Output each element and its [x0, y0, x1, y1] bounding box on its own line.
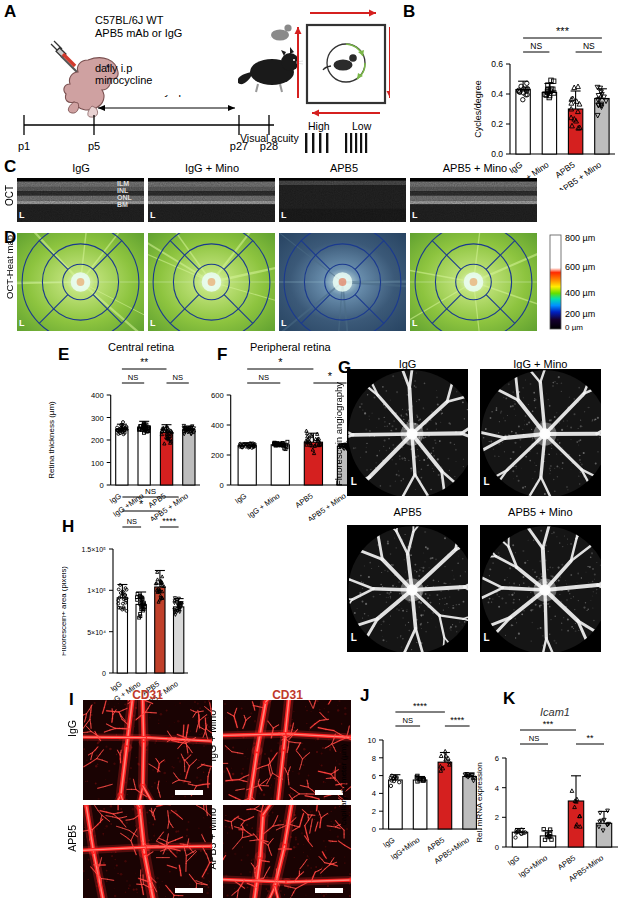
svg-text:4: 4 [372, 789, 376, 798]
svg-text:Rel. mRNA expression: Rel. mRNA expression [476, 762, 484, 842]
svg-text:8: 8 [372, 754, 376, 763]
svg-text:IgG: IgG [381, 835, 396, 849]
svg-text:***: *** [543, 719, 554, 729]
svg-text:NS: NS [403, 716, 414, 725]
svg-text:6: 6 [372, 772, 376, 781]
svg-text:****: **** [413, 701, 428, 711]
svg-text:NS: NS [529, 734, 540, 743]
svg-text:**: ** [586, 733, 594, 743]
svg-text:2: 2 [495, 813, 499, 822]
svg-text:IgG+Mino: IgG+Mino [517, 853, 549, 879]
svg-text:IgG: IgG [506, 853, 521, 867]
svg-text:APB5: APB5 [556, 853, 577, 872]
svg-text:4: 4 [495, 784, 499, 793]
svg-text:0: 0 [495, 843, 499, 852]
svg-text:6: 6 [495, 754, 499, 763]
svg-text:2: 2 [372, 807, 376, 816]
svg-text:****: **** [450, 715, 465, 725]
svg-text:10: 10 [368, 736, 376, 745]
svg-text:capillary diameter (µm): capillary diameter (µm) [340, 743, 348, 825]
svg-text:0: 0 [372, 825, 376, 834]
